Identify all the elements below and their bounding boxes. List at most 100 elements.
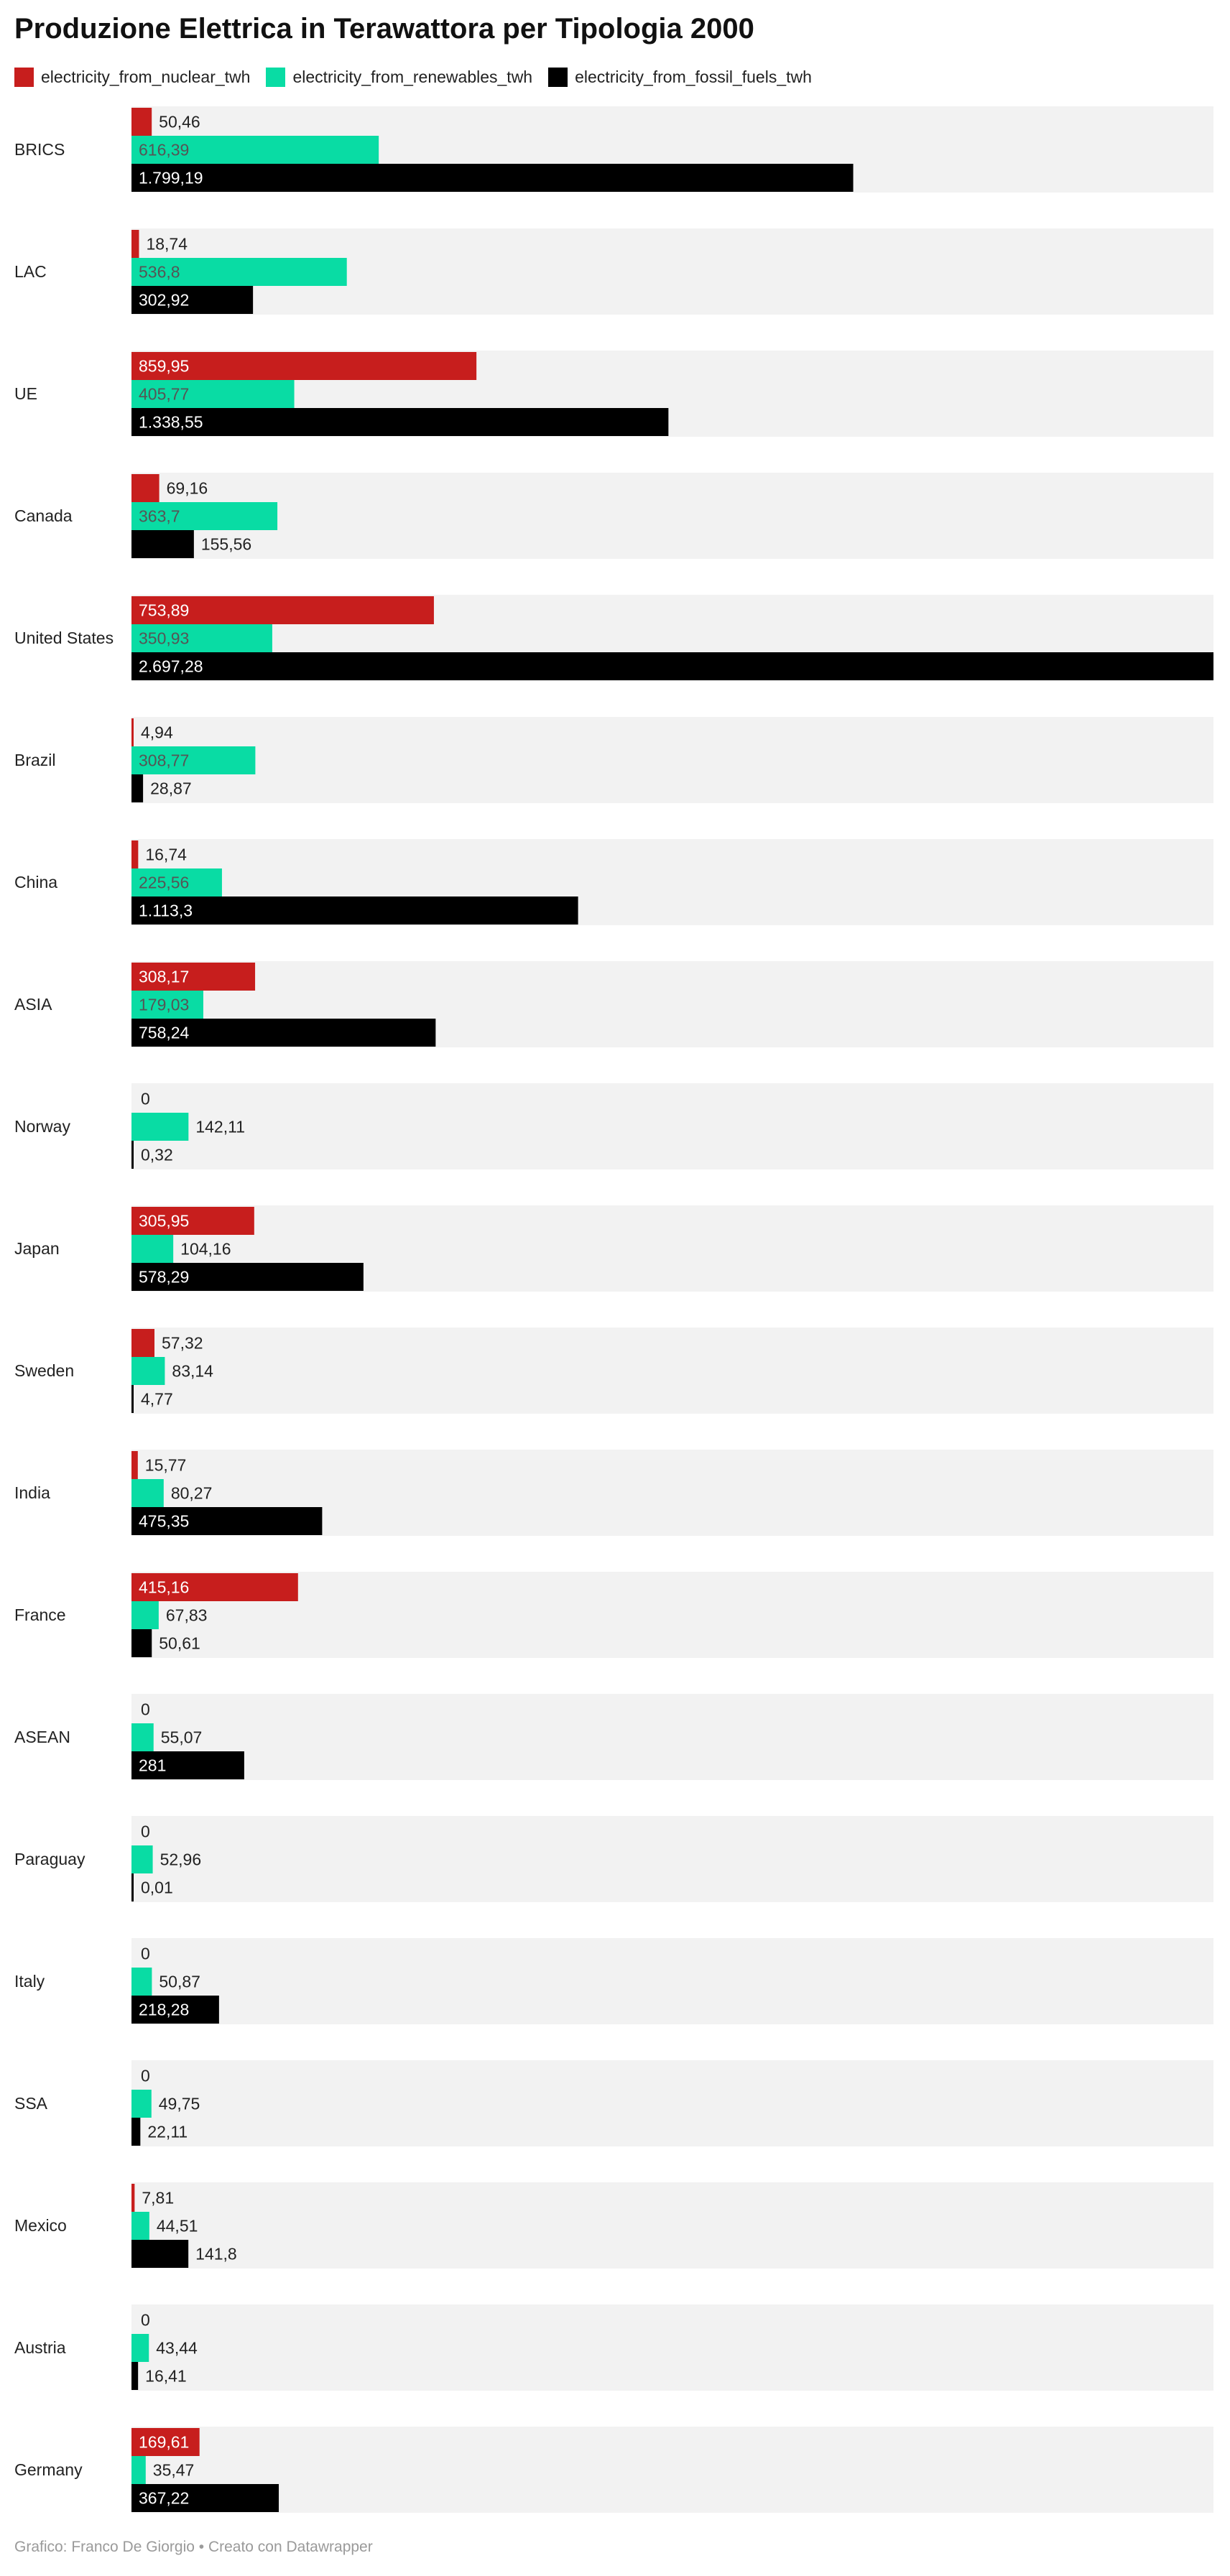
category-label: France: [14, 1606, 66, 1624]
bar-renewables: [131, 1357, 165, 1385]
bar-fossil: [131, 1507, 323, 1535]
bar-fossil: [131, 408, 669, 436]
value-label-nuclear: 0: [141, 1822, 150, 1841]
value-label-fossil: 16,41: [145, 2367, 187, 2386]
row-background: [131, 1816, 1213, 1902]
bar-fossil: [131, 1263, 364, 1291]
bar-renewables: [131, 991, 203, 1019]
value-label-nuclear: 50,46: [159, 113, 200, 131]
bar-nuclear: [131, 840, 139, 868]
bar-renewables: [131, 2212, 149, 2240]
value-label-nuclear: 69,16: [167, 479, 208, 498]
row-background: [131, 2182, 1213, 2269]
bar-renewables: [131, 2456, 146, 2484]
row-background: [131, 1572, 1213, 1658]
value-label-fossil: 2.697,28: [139, 657, 203, 676]
bar-renewables: [131, 380, 295, 408]
value-label-nuclear: 0: [141, 2311, 150, 2330]
bar-nuclear: [131, 474, 159, 502]
bar-renewables: [131, 1845, 153, 1873]
value-label-renewables: 179,03: [139, 996, 189, 1014]
row-background: [131, 473, 1213, 559]
category-label: ASEAN: [14, 1728, 70, 1746]
bar-nuclear: [131, 1451, 138, 1479]
bar-renewables: [131, 258, 347, 286]
bar-fossil: [131, 652, 1213, 680]
row-background: [131, 1083, 1213, 1169]
bar-fossil: [131, 286, 254, 314]
value-label-fossil: 0,01: [141, 1878, 173, 1897]
value-label-nuclear: 18,74: [146, 235, 188, 254]
bar-renewables: [131, 624, 272, 652]
bar-fossil: [131, 2240, 189, 2268]
bar-fossil: [131, 1873, 134, 1901]
value-label-nuclear: 7,81: [142, 2189, 174, 2207]
value-label-nuclear: 753,89: [139, 601, 189, 620]
bar-renewables: [131, 502, 278, 530]
value-label-renewables: 50,87: [159, 1973, 200, 1991]
value-label-renewables: 55,07: [161, 1728, 203, 1747]
bar-nuclear: [131, 2184, 135, 2212]
legend-item-nuclear: electricity_from_nuclear_twh: [14, 67, 250, 87]
bar-fossil: [131, 2362, 139, 2390]
value-label-fossil: 1.113,3: [139, 902, 193, 920]
value-label-fossil: 0,32: [141, 1146, 173, 1164]
row-background: [131, 2060, 1213, 2146]
category-label: Brazil: [14, 751, 56, 769]
category-label: SSA: [14, 2094, 48, 2113]
bar-nuclear: [131, 1207, 254, 1235]
legend-item-renewables: electricity_from_renewables_twh: [266, 67, 532, 87]
bar-fossil: [131, 1019, 436, 1047]
value-label-renewables: 225,56: [139, 874, 189, 892]
category-label: Italy: [14, 1972, 45, 1991]
value-label-fossil: 475,35: [139, 1512, 189, 1531]
value-label-renewables: 44,51: [157, 2217, 198, 2236]
row-background: [131, 1938, 1213, 2024]
bar-renewables: [131, 2090, 152, 2118]
bar-nuclear: [131, 352, 477, 380]
value-label-fossil: 4,77: [141, 1390, 173, 1409]
bar-nuclear: [131, 718, 134, 746]
bar-fossil: [131, 1141, 134, 1169]
bar-nuclear: [131, 1573, 298, 1601]
value-label-fossil: 302,92: [139, 291, 189, 310]
value-label-nuclear: 305,95: [139, 1212, 189, 1231]
value-label-renewables: 363,7: [139, 507, 180, 526]
category-label: Sweden: [14, 1361, 74, 1380]
bar-nuclear: [131, 2428, 200, 2456]
value-label-renewables: 405,77: [139, 385, 189, 404]
value-label-renewables: 616,39: [139, 141, 189, 159]
value-label-renewables: 536,8: [139, 263, 180, 282]
row-background: [131, 717, 1213, 803]
bar-fossil: [131, 2118, 141, 2146]
value-label-fossil: 758,24: [139, 1024, 190, 1042]
value-label-renewables: 67,83: [166, 1606, 208, 1625]
bar-fossil: [131, 1996, 219, 2024]
bar-renewables: [131, 746, 256, 774]
bar-fossil: [131, 774, 144, 802]
value-label-fossil: 281: [139, 1756, 166, 1775]
legend-swatch-nuclear: [14, 67, 34, 87]
bar-renewables: [131, 1479, 164, 1507]
category-label: China: [14, 873, 57, 891]
bar-renewables: [131, 1235, 174, 1263]
bar-fossil: [131, 164, 854, 192]
bar-renewables: [131, 136, 379, 164]
bar-fossil: [131, 2484, 279, 2512]
legend-item-fossil: electricity_from_fossil_fuels_twh: [548, 67, 812, 87]
category-label: Austria: [14, 2338, 66, 2357]
value-label-nuclear: 308,17: [139, 968, 189, 986]
value-label-nuclear: 0: [141, 2067, 150, 2085]
bar-renewables: [131, 1601, 159, 1629]
value-label-nuclear: 4,94: [141, 723, 173, 742]
value-label-fossil: 218,28: [139, 2001, 189, 2019]
bar-renewables: [131, 1723, 154, 1751]
value-label-renewables: 350,93: [139, 629, 189, 648]
value-label-nuclear: 57,32: [162, 1334, 203, 1353]
value-label-fossil: 367,22: [139, 2489, 189, 2508]
value-label-renewables: 142,11: [195, 1118, 245, 1136]
category-label: Canada: [14, 506, 73, 525]
bar-nuclear: [131, 230, 139, 258]
value-label-nuclear: 0: [141, 1945, 150, 1963]
value-label-fossil: 155,56: [201, 535, 251, 554]
